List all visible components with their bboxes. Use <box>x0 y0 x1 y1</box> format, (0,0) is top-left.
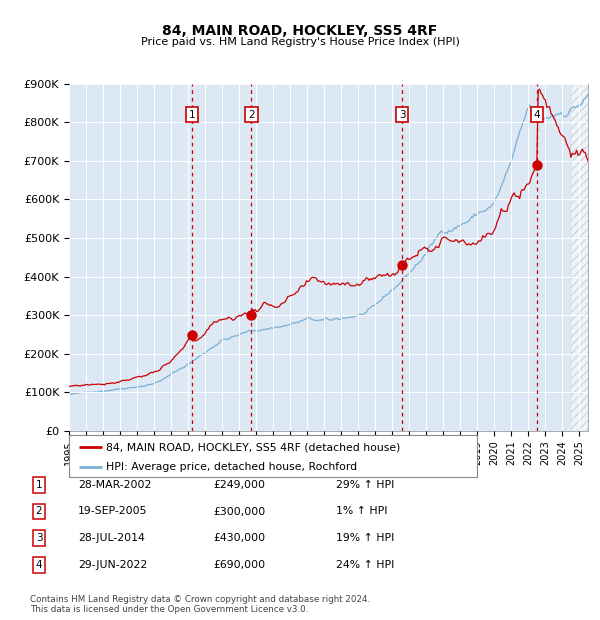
Text: £430,000: £430,000 <box>213 533 265 543</box>
Text: £690,000: £690,000 <box>213 560 265 570</box>
Text: 29-JUN-2022: 29-JUN-2022 <box>78 560 147 570</box>
Text: 19-SEP-2005: 19-SEP-2005 <box>78 507 148 516</box>
Text: 2: 2 <box>248 110 255 120</box>
Text: 4: 4 <box>533 110 540 120</box>
Text: 2: 2 <box>35 507 43 516</box>
Text: 4: 4 <box>35 560 43 570</box>
Text: 24% ↑ HPI: 24% ↑ HPI <box>336 560 394 570</box>
Text: This data is licensed under the Open Government Licence v3.0.: This data is licensed under the Open Gov… <box>30 604 308 614</box>
Text: 3: 3 <box>398 110 406 120</box>
Text: 29% ↑ HPI: 29% ↑ HPI <box>336 480 394 490</box>
Text: 84, MAIN ROAD, HOCKLEY, SS5 4RF (detached house): 84, MAIN ROAD, HOCKLEY, SS5 4RF (detache… <box>106 442 400 452</box>
Text: 28-JUL-2014: 28-JUL-2014 <box>78 533 145 543</box>
Text: 3: 3 <box>35 533 43 543</box>
Text: 19% ↑ HPI: 19% ↑ HPI <box>336 533 394 543</box>
Text: HPI: Average price, detached house, Rochford: HPI: Average price, detached house, Roch… <box>106 462 357 472</box>
Text: 1: 1 <box>189 110 196 120</box>
Text: 28-MAR-2002: 28-MAR-2002 <box>78 480 151 490</box>
Text: Price paid vs. HM Land Registry's House Price Index (HPI): Price paid vs. HM Land Registry's House … <box>140 37 460 47</box>
Text: 1% ↑ HPI: 1% ↑ HPI <box>336 507 388 516</box>
Text: Contains HM Land Registry data © Crown copyright and database right 2024.: Contains HM Land Registry data © Crown c… <box>30 595 370 604</box>
Text: 1: 1 <box>35 480 43 490</box>
Text: 84, MAIN ROAD, HOCKLEY, SS5 4RF: 84, MAIN ROAD, HOCKLEY, SS5 4RF <box>163 24 437 38</box>
Text: £249,000: £249,000 <box>213 480 265 490</box>
Text: £300,000: £300,000 <box>213 507 265 516</box>
Bar <box>571 84 596 431</box>
